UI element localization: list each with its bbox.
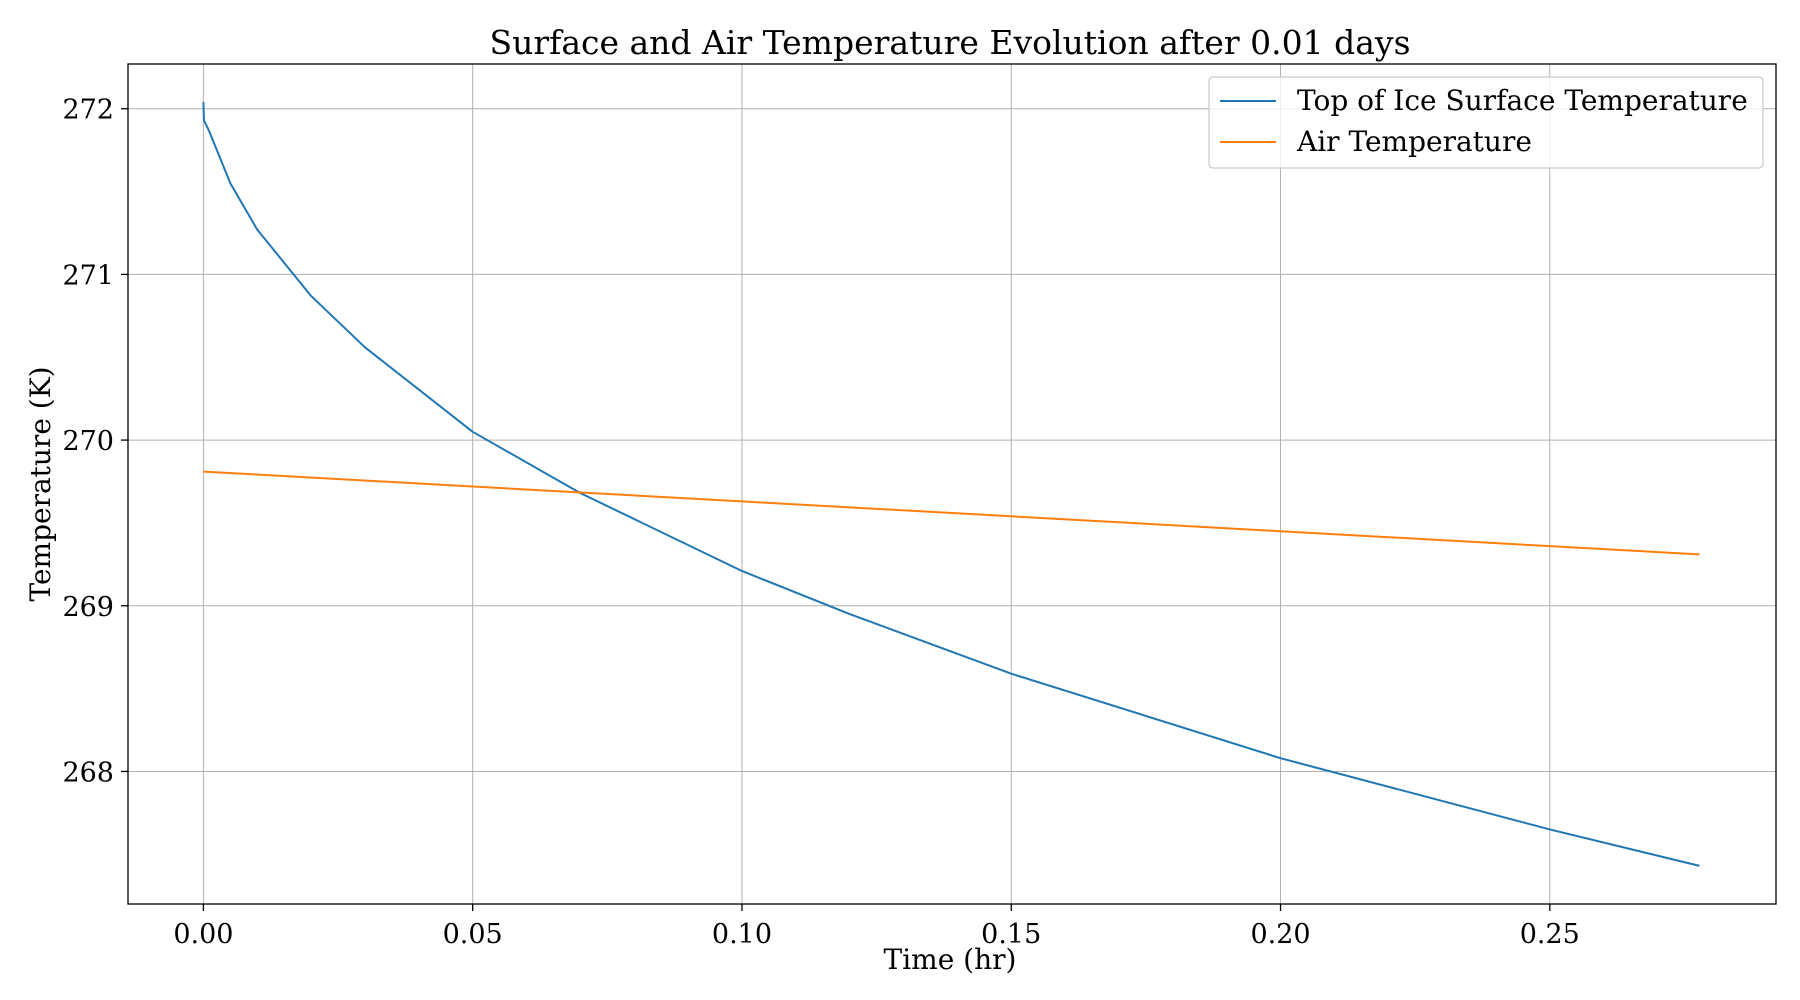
x-tick-label: 0.20: [1250, 919, 1310, 950]
legend-box: [1208, 76, 1764, 169]
x-axis: 0.00 0.05 0.10 0.15 0.20 0.25: [173, 904, 1580, 950]
legend-label-air: Air Temperature: [1296, 125, 1532, 158]
x-tick-label: 0.05: [443, 919, 503, 950]
series-line-surface-temperature: [202, 102, 1700, 867]
plot-frame: [127, 63, 1777, 905]
y-tick-label: 270: [62, 426, 114, 457]
x-tick-label: 0.00: [173, 919, 233, 950]
legend-label-surface: Top of Ice Surface Temperature: [1297, 84, 1748, 117]
series-line-air-temperature: [203, 470, 1700, 556]
y-tick-label: 268: [62, 757, 114, 788]
y-tick-label: 271: [62, 260, 114, 291]
y-tick-label: 269: [62, 592, 114, 623]
chart-title: Surface and Air Temperature Evolution af…: [489, 23, 1410, 62]
y-tick-label: 272: [62, 95, 114, 126]
series-layer: [202, 102, 1700, 867]
x-tick-label: 0.10: [712, 919, 772, 950]
x-tick-label: 0.25: [1520, 919, 1580, 950]
y-axis: 268 269 270 271 272: [62, 95, 128, 788]
x-tick-label: 0.15: [981, 919, 1041, 950]
x-axis-label: Time (hr): [884, 943, 1017, 976]
y-axis-label: Temperature (K): [24, 366, 57, 601]
legend: Top of Ice Surface Temperature Air Tempe…: [1208, 76, 1764, 169]
